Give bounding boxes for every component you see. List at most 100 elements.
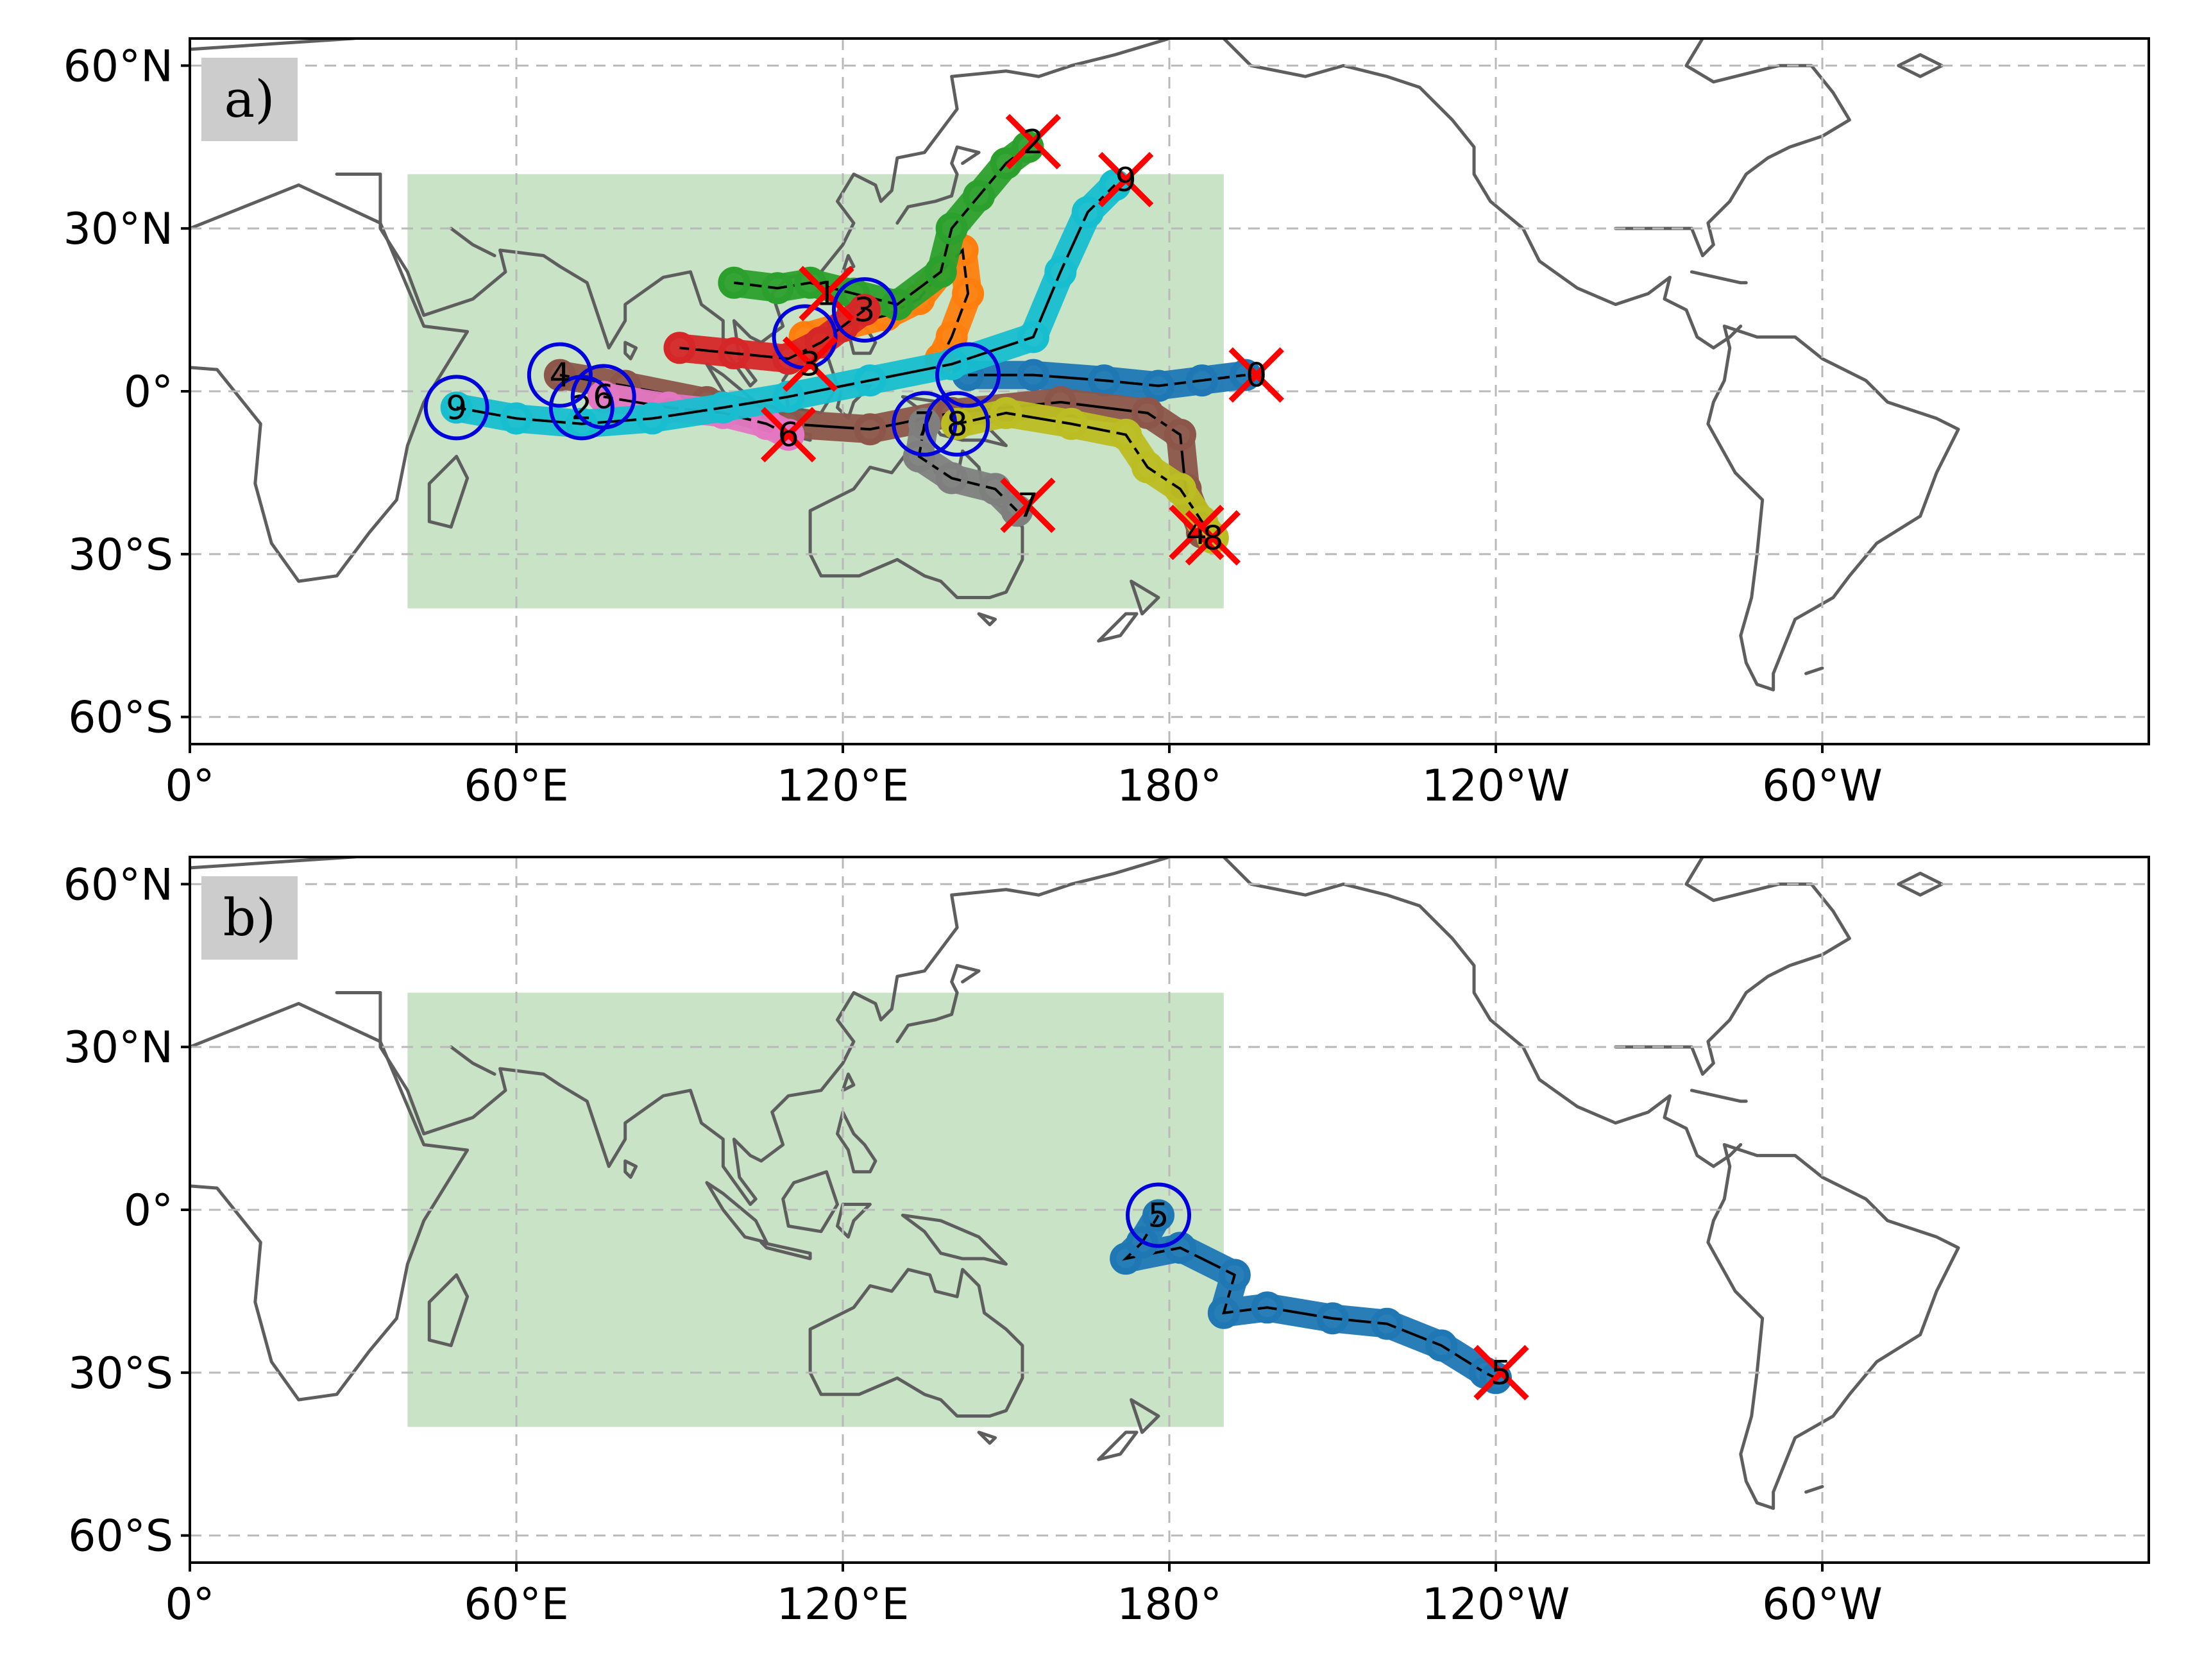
- track-point: [1142, 1199, 1175, 1232]
- start-label-8: 8: [947, 405, 968, 444]
- end-cross-6: [760, 407, 817, 462]
- track-point: [1017, 321, 1049, 353]
- panel-b: 5 5 0° 60°E 120°E 180° 120°W 60°W 60°N 30°N 0° 30°S…: [64, 856, 2150, 1630]
- track-point: [718, 337, 750, 369]
- end-cross-3: [782, 336, 838, 392]
- track-centerline-3: [679, 309, 866, 361]
- panel-label: a): [225, 69, 275, 129]
- track-point: [902, 440, 935, 473]
- x-tick-label: 0°: [165, 761, 214, 811]
- y-tick-label: 60°N: [64, 41, 173, 92]
- start-circle-5: [1126, 1182, 1192, 1248]
- track-point: [854, 364, 886, 397]
- track-point: [440, 391, 473, 424]
- end-cross-5: [1473, 1345, 1529, 1401]
- track-point: [1164, 418, 1196, 451]
- track-centerline-2: [734, 146, 1029, 306]
- x-tick-label: 60°W: [1762, 1579, 1883, 1630]
- start-circle-6: [570, 364, 636, 430]
- end-label-2: 2: [1022, 123, 1044, 162]
- track-point: [1131, 396, 1164, 429]
- panel-label-box: [201, 876, 298, 960]
- start-label-9: 9: [446, 389, 467, 427]
- track-point: [636, 402, 669, 435]
- track-point: [935, 462, 968, 495]
- track-point: [924, 255, 957, 288]
- track-point: [963, 180, 996, 212]
- end-label-0: 0: [1246, 357, 1267, 395]
- x-tick-label: 120°W: [1421, 761, 1570, 811]
- track-point: [1055, 407, 1088, 440]
- y-tick-label: 60°S: [68, 693, 173, 743]
- track-point: [1017, 359, 1049, 391]
- end-cross-4: [1169, 504, 1224, 561]
- track-point: [1110, 418, 1142, 451]
- x-tick-label: 60°E: [464, 761, 569, 811]
- end-cross-7: [1000, 477, 1056, 533]
- track-point: [1126, 1226, 1158, 1259]
- end-cross-1: [799, 266, 854, 321]
- track-point: [908, 407, 941, 440]
- x-tick-label: 180°: [1117, 1579, 1222, 1630]
- track-centerline-5: [1122, 1214, 1496, 1380]
- track-point: [718, 266, 750, 299]
- start-circle-9: [423, 375, 489, 441]
- track-point: [990, 396, 1022, 429]
- track-point: [500, 402, 532, 435]
- track-point: [1185, 364, 1218, 397]
- start-circle-0: [935, 342, 1001, 408]
- storm-track-9: [440, 169, 1131, 440]
- start-label-5: 5: [1148, 1196, 1169, 1235]
- x-tick-label: 60°W: [1762, 761, 1883, 811]
- track-point: [1131, 451, 1164, 484]
- y-tick-label: 0°: [124, 367, 173, 418]
- start-label-3: 3: [854, 291, 875, 330]
- start-circle-4: [527, 342, 593, 408]
- track-point: [1425, 1329, 1458, 1362]
- track-point: [1251, 1291, 1284, 1324]
- x-tick-label: 120°W: [1421, 1579, 1570, 1630]
- end-cross-2: [1005, 114, 1062, 169]
- track-point: [761, 272, 794, 305]
- end-label-3: 3: [800, 346, 821, 384]
- x-tick-label: 0°: [165, 1579, 214, 1630]
- track-point: [935, 212, 968, 245]
- x-tick-label: 180°: [1117, 761, 1222, 811]
- track-point: [881, 288, 913, 321]
- track-point: [848, 294, 881, 327]
- track-point: [772, 418, 805, 451]
- panel-label-box: [201, 58, 298, 141]
- track-point: [941, 407, 974, 440]
- track-point: [854, 413, 886, 446]
- track-point: [1164, 473, 1196, 505]
- track-point: [1371, 1307, 1403, 1340]
- x-tick-label: 120°E: [777, 1579, 910, 1630]
- track-point: [1044, 255, 1077, 288]
- y-tick-label: 30°S: [68, 1348, 173, 1399]
- track-point: [1142, 369, 1175, 402]
- track-point: [1088, 364, 1121, 397]
- track-point: [952, 277, 985, 310]
- y-tick-label: 30°N: [64, 204, 173, 255]
- panel-label: b): [223, 888, 276, 947]
- start-circle-3: [831, 277, 897, 343]
- end-label-6: 6: [778, 416, 799, 455]
- y-tick-label: 60°N: [64, 860, 173, 910]
- track-point: [1110, 1243, 1142, 1275]
- start-label-6: 6: [593, 378, 614, 416]
- track-point: [663, 332, 696, 364]
- end-label-9: 9: [1115, 161, 1137, 199]
- end-label-5: 5: [1491, 1354, 1512, 1393]
- x-tick-label: 120°E: [777, 761, 910, 811]
- track-point: [1207, 1296, 1240, 1329]
- track-point: [1218, 1259, 1251, 1291]
- start-circle-8: [924, 391, 990, 457]
- end-cross-9: [1097, 151, 1154, 208]
- track-point: [794, 266, 827, 299]
- y-tick-label: 0°: [124, 1185, 173, 1236]
- start-circle-7: [892, 391, 958, 457]
- y-tick-label: 60°S: [68, 1511, 173, 1562]
- track-point: [1316, 1302, 1349, 1335]
